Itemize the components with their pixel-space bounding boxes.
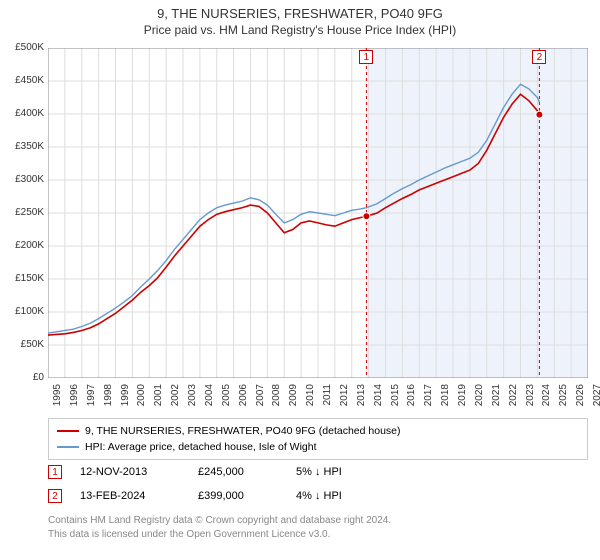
legend-swatch [57, 446, 79, 448]
x-tick-label: 2015 [390, 384, 401, 412]
y-tick-label: £0 [2, 372, 44, 383]
x-tick-label: 1996 [69, 384, 80, 412]
sale-date: 13-FEB-2024 [80, 490, 180, 502]
y-tick-label: £500K [2, 42, 44, 53]
x-tick-label: 2017 [423, 384, 434, 412]
x-tick-label: 2021 [491, 384, 502, 412]
sale-marker-icon: 1 [48, 465, 62, 479]
y-tick-label: £150K [2, 273, 44, 284]
x-tick-label: 1997 [86, 384, 97, 412]
x-tick-label: 2022 [508, 384, 519, 412]
sales-table: 1 12-NOV-2013 £245,000 5% ↓ HPI 2 13-FEB… [48, 460, 588, 508]
chart-area: £0£50K£100K£150K£200K£250K£300K£350K£400… [48, 48, 588, 378]
x-tick-label: 2003 [187, 384, 198, 412]
x-tick-label: 2024 [541, 384, 552, 412]
y-tick-label: £400K [2, 108, 44, 119]
x-tick-label: 2027 [592, 384, 600, 412]
x-tick-label: 2026 [575, 384, 586, 412]
x-tick-label: 2008 [271, 384, 282, 412]
x-tick-label: 2018 [440, 384, 451, 412]
footer-line: Contains HM Land Registry data © Crown c… [48, 514, 588, 528]
sale-marker-box: 2 [532, 50, 546, 64]
x-tick-label: 2025 [558, 384, 569, 412]
y-tick-label: £300K [2, 174, 44, 185]
x-tick-label: 1999 [120, 384, 131, 412]
x-tick-label: 2013 [356, 384, 367, 412]
x-tick-label: 2007 [255, 384, 266, 412]
x-tick-label: 2011 [322, 384, 333, 412]
x-tick-label: 1995 [52, 384, 63, 412]
x-tick-label: 1998 [103, 384, 114, 412]
y-tick-label: £100K [2, 306, 44, 317]
x-tick-label: 2001 [153, 384, 164, 412]
chart-title: 9, THE NURSERIES, FRESHWATER, PO40 9FG [0, 0, 600, 21]
x-tick-label: 2005 [221, 384, 232, 412]
legend-swatch [57, 430, 79, 432]
x-tick-label: 2010 [305, 384, 316, 412]
x-tick-label: 2014 [373, 384, 384, 412]
x-tick-label: 2000 [136, 384, 147, 412]
x-tick-label: 2016 [406, 384, 417, 412]
x-tick-label: 2023 [525, 384, 536, 412]
x-tick-label: 2020 [474, 384, 485, 412]
y-tick-label: £450K [2, 75, 44, 86]
sale-date: 12-NOV-2013 [80, 466, 180, 478]
x-tick-label: 2004 [204, 384, 215, 412]
chart-subtitle: Price paid vs. HM Land Registry's House … [0, 21, 600, 41]
y-tick-label: £350K [2, 141, 44, 152]
legend: 9, THE NURSERIES, FRESHWATER, PO40 9FG (… [48, 418, 588, 460]
sale-diff: 5% ↓ HPI [296, 466, 376, 478]
legend-item: HPI: Average price, detached house, Isle… [57, 439, 579, 455]
sale-marker-icon: 2 [48, 489, 62, 503]
footer-line: This data is licensed under the Open Gov… [48, 528, 588, 542]
legend-label: HPI: Average price, detached house, Isle… [85, 441, 317, 453]
sale-price: £245,000 [198, 466, 278, 478]
x-tick-label: 2009 [288, 384, 299, 412]
sale-price: £399,000 [198, 490, 278, 502]
y-tick-label: £250K [2, 207, 44, 218]
line-chart [48, 48, 588, 378]
legend-item: 9, THE NURSERIES, FRESHWATER, PO40 9FG (… [57, 423, 579, 439]
x-tick-label: 2019 [457, 384, 468, 412]
sale-diff: 4% ↓ HPI [296, 490, 376, 502]
x-tick-label: 2002 [170, 384, 181, 412]
sales-row: 2 13-FEB-2024 £399,000 4% ↓ HPI [48, 484, 588, 508]
sales-row: 1 12-NOV-2013 £245,000 5% ↓ HPI [48, 460, 588, 484]
y-tick-label: £50K [2, 339, 44, 350]
footer-attribution: Contains HM Land Registry data © Crown c… [48, 514, 588, 541]
legend-label: 9, THE NURSERIES, FRESHWATER, PO40 9FG (… [85, 425, 401, 437]
sale-marker-box: 1 [359, 50, 373, 64]
x-tick-label: 2012 [339, 384, 350, 412]
x-tick-label: 2006 [238, 384, 249, 412]
y-tick-label: £200K [2, 240, 44, 251]
